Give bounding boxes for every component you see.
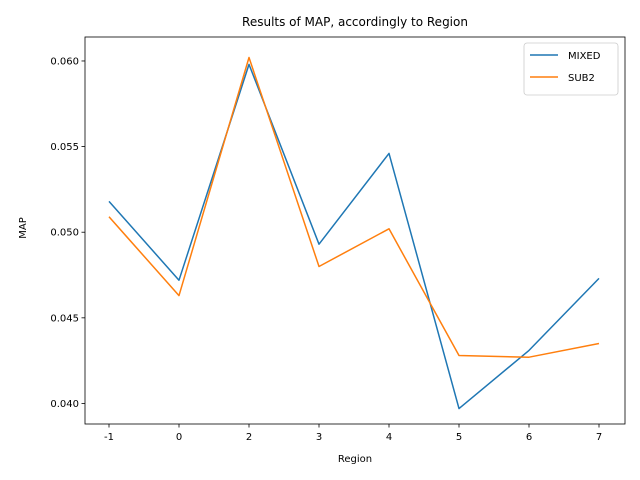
x-tick-label: 7 [596, 432, 602, 443]
series-sub2 [108, 56, 600, 358]
x-axis: -1 0 2 3 4 5 6 7 [104, 424, 602, 443]
x-tick-label: -1 [104, 432, 114, 443]
y-axis-label: MAP [18, 217, 29, 239]
legend-label-mixed: MIXED [568, 51, 601, 62]
x-axis-label: Region [338, 454, 372, 465]
x-tick-label: 3 [316, 432, 322, 443]
y-tick-label: 0.050 [50, 228, 79, 239]
chart-title: Results of MAP, accordingly to Region [242, 15, 468, 29]
legend-label-sub2: SUB2 [568, 73, 595, 84]
plot-area [84, 36, 626, 425]
y-tick-label: 0.040 [50, 399, 79, 410]
plot-frame [84, 36, 626, 425]
y-tick-label: 0.045 [50, 313, 79, 324]
x-tick-label: 5 [456, 432, 462, 443]
y-tick-label: 0.055 [50, 142, 79, 153]
x-tick-label: 4 [386, 432, 392, 443]
series-line-sub2 [108, 56, 600, 358]
y-tick-label: 0.060 [50, 56, 79, 67]
series-mixed [108, 63, 600, 410]
legend: MIXED SUB2 [523, 42, 619, 96]
legend-frame [523, 42, 619, 96]
series-layer [108, 56, 600, 410]
series-line-mixed [108, 63, 600, 410]
y-axis: 0.040 0.045 0.050 0.055 0.060 [50, 56, 85, 410]
x-tick-label: 0 [176, 432, 182, 443]
x-tick-label: 2 [246, 432, 252, 443]
x-tick-label: 6 [526, 432, 532, 443]
